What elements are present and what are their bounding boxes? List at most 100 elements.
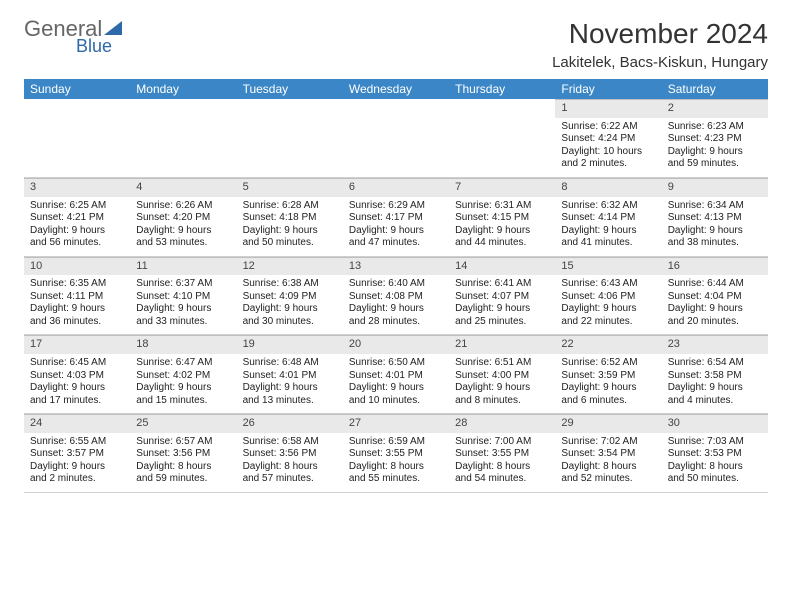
sunset-text: Sunset: 3:58 PM (668, 370, 762, 383)
daylight-text: Daylight: 9 hours (243, 303, 337, 316)
day-details: Sunrise: 6:45 AMSunset: 4:03 PMDaylight:… (24, 354, 130, 413)
calendar-cell: 13Sunrise: 6:40 AMSunset: 4:08 PMDayligh… (343, 256, 449, 335)
sunset-text: Sunset: 4:04 PM (668, 291, 762, 304)
sunset-text: Sunset: 4:06 PM (561, 291, 655, 304)
daylight-text: and 53 minutes. (136, 237, 230, 250)
calendar-cell: 18Sunrise: 6:47 AMSunset: 4:02 PMDayligh… (130, 335, 236, 414)
sunrise-text: Sunrise: 6:52 AM (561, 357, 655, 370)
daylight-text: Daylight: 8 hours (561, 461, 655, 474)
sunrise-text: Sunrise: 6:45 AM (30, 357, 124, 370)
sunset-text: Sunset: 4:03 PM (30, 370, 124, 383)
calendar-cell: 12Sunrise: 6:38 AMSunset: 4:09 PMDayligh… (237, 256, 343, 335)
day-number: 15 (555, 257, 661, 276)
location: Lakitelek, Bacs-Kiskun, Hungary (552, 54, 768, 71)
sunrise-text: Sunrise: 6:40 AM (349, 278, 443, 291)
sunrise-text: Sunrise: 6:23 AM (668, 121, 762, 134)
day-details: Sunrise: 6:38 AMSunset: 4:09 PMDaylight:… (237, 275, 343, 334)
sunrise-text: Sunrise: 6:28 AM (243, 200, 337, 213)
day-number: 2 (662, 99, 768, 118)
day-number: 21 (449, 335, 555, 354)
day-details: Sunrise: 6:59 AMSunset: 3:55 PMDaylight:… (343, 433, 449, 492)
calendar-cell: 14Sunrise: 6:41 AMSunset: 4:07 PMDayligh… (449, 256, 555, 335)
calendar-cell: 15Sunrise: 6:43 AMSunset: 4:06 PMDayligh… (555, 256, 661, 335)
sunset-text: Sunset: 4:14 PM (561, 212, 655, 225)
calendar-cell (24, 99, 130, 177)
calendar-cell: 22Sunrise: 6:52 AMSunset: 3:59 PMDayligh… (555, 335, 661, 414)
calendar-cell (130, 99, 236, 177)
daylight-text: Daylight: 9 hours (136, 303, 230, 316)
day-details: Sunrise: 6:26 AMSunset: 4:20 PMDaylight:… (130, 197, 236, 256)
daylight-text: and 10 minutes. (349, 395, 443, 408)
daylight-text: and 2 minutes. (30, 473, 124, 486)
day-details: Sunrise: 6:58 AMSunset: 3:56 PMDaylight:… (237, 433, 343, 492)
daylight-text: and 2 minutes. (561, 158, 655, 171)
day-number: 22 (555, 335, 661, 354)
sunset-text: Sunset: 4:02 PM (136, 370, 230, 383)
calendar-page: General Blue November 2024 Lakitelek, Ba… (0, 0, 792, 503)
daylight-text: and 38 minutes. (668, 237, 762, 250)
sunrise-text: Sunrise: 6:37 AM (136, 278, 230, 291)
daylight-text: Daylight: 9 hours (136, 225, 230, 238)
daylight-text: Daylight: 9 hours (455, 225, 549, 238)
day-number: 28 (449, 414, 555, 433)
sunset-text: Sunset: 4:21 PM (30, 212, 124, 225)
daylight-text: and 41 minutes. (561, 237, 655, 250)
day-details: Sunrise: 7:00 AMSunset: 3:55 PMDaylight:… (449, 433, 555, 492)
calendar-cell: 8Sunrise: 6:32 AMSunset: 4:14 PMDaylight… (555, 177, 661, 256)
sunrise-text: Sunrise: 6:34 AM (668, 200, 762, 213)
calendar-cell: 17Sunrise: 6:45 AMSunset: 4:03 PMDayligh… (24, 335, 130, 414)
sunrise-text: Sunrise: 6:48 AM (243, 357, 337, 370)
sunrise-text: Sunrise: 7:00 AM (455, 436, 549, 449)
day-details: Sunrise: 7:02 AMSunset: 3:54 PMDaylight:… (555, 433, 661, 492)
day-number: 24 (24, 414, 130, 433)
daylight-text: Daylight: 9 hours (30, 382, 124, 395)
daylight-text: Daylight: 8 hours (455, 461, 549, 474)
calendar-cell: 29Sunrise: 7:02 AMSunset: 3:54 PMDayligh… (555, 414, 661, 493)
calendar-week: 3Sunrise: 6:25 AMSunset: 4:21 PMDaylight… (24, 177, 768, 256)
calendar-cell: 20Sunrise: 6:50 AMSunset: 4:01 PMDayligh… (343, 335, 449, 414)
sunrise-text: Sunrise: 6:59 AM (349, 436, 443, 449)
day-number: 19 (237, 335, 343, 354)
daylight-text: Daylight: 9 hours (561, 303, 655, 316)
daylight-text: and 17 minutes. (30, 395, 124, 408)
weekday-header: Thursday (449, 79, 555, 99)
daylight-text: and 50 minutes. (243, 237, 337, 250)
daylight-text: and 52 minutes. (561, 473, 655, 486)
day-number: 9 (662, 178, 768, 197)
day-details: Sunrise: 6:32 AMSunset: 4:14 PMDaylight:… (555, 197, 661, 256)
daylight-text: and 47 minutes. (349, 237, 443, 250)
day-number: 3 (24, 178, 130, 197)
weekday-header: Sunday (24, 79, 130, 99)
sunset-text: Sunset: 3:53 PM (668, 448, 762, 461)
day-details: Sunrise: 7:03 AMSunset: 3:53 PMDaylight:… (662, 433, 768, 492)
daylight-text: and 54 minutes. (455, 473, 549, 486)
day-number: 10 (24, 257, 130, 276)
day-number: 5 (237, 178, 343, 197)
daylight-text: and 20 minutes. (668, 316, 762, 329)
daylight-text: and 13 minutes. (243, 395, 337, 408)
sunset-text: Sunset: 4:09 PM (243, 291, 337, 304)
calendar-cell: 28Sunrise: 7:00 AMSunset: 3:55 PMDayligh… (449, 414, 555, 493)
daylight-text: and 6 minutes. (561, 395, 655, 408)
logo-block: General Blue (24, 18, 122, 57)
calendar-cell: 21Sunrise: 6:51 AMSunset: 4:00 PMDayligh… (449, 335, 555, 414)
day-number: 1 (555, 99, 661, 118)
day-number: 13 (343, 257, 449, 276)
day-details: Sunrise: 6:35 AMSunset: 4:11 PMDaylight:… (24, 275, 130, 334)
calendar-cell: 10Sunrise: 6:35 AMSunset: 4:11 PMDayligh… (24, 256, 130, 335)
day-number: 26 (237, 414, 343, 433)
sunrise-text: Sunrise: 6:41 AM (455, 278, 549, 291)
calendar-cell: 7Sunrise: 6:31 AMSunset: 4:15 PMDaylight… (449, 177, 555, 256)
calendar-cell (449, 99, 555, 177)
sunset-text: Sunset: 4:01 PM (349, 370, 443, 383)
day-number: 12 (237, 257, 343, 276)
sunrise-text: Sunrise: 6:51 AM (455, 357, 549, 370)
sunrise-text: Sunrise: 6:44 AM (668, 278, 762, 291)
logo-word2: Blue (76, 36, 122, 57)
title-block: November 2024 Lakitelek, Bacs-Kiskun, Hu… (552, 18, 768, 71)
calendar-cell: 23Sunrise: 6:54 AMSunset: 3:58 PMDayligh… (662, 335, 768, 414)
calendar-cell: 4Sunrise: 6:26 AMSunset: 4:20 PMDaylight… (130, 177, 236, 256)
calendar-cell: 2Sunrise: 6:23 AMSunset: 4:23 PMDaylight… (662, 99, 768, 177)
weekday-header: Friday (555, 79, 661, 99)
daylight-text: Daylight: 9 hours (30, 461, 124, 474)
